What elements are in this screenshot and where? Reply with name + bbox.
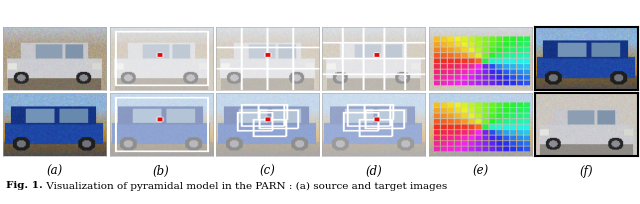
Text: (e): (e): [472, 164, 488, 177]
Text: (b): (b): [153, 164, 170, 177]
Text: (f): (f): [580, 164, 593, 177]
Text: (a): (a): [47, 164, 63, 177]
Text: Visualization of pyramidal model in the PARN : (a) source and target images: Visualization of pyramidal model in the …: [43, 181, 447, 190]
Text: (c): (c): [260, 164, 275, 177]
Text: (d): (d): [365, 164, 382, 177]
Text: Fig. 1.: Fig. 1.: [6, 181, 43, 190]
